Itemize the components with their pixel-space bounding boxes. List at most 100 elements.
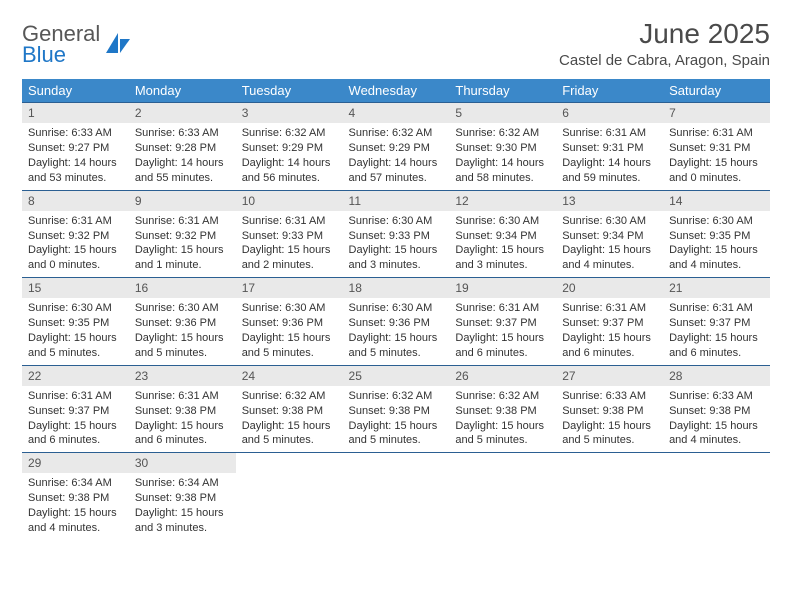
- weekday-header: Saturday: [663, 79, 770, 103]
- calendar-day: 7Sunrise: 6:31 AMSunset: 9:31 PMDaylight…: [663, 103, 770, 191]
- day-number: 11: [343, 191, 450, 211]
- page-title: June 2025: [559, 18, 770, 50]
- calendar-day: 29Sunrise: 6:34 AMSunset: 9:38 PMDayligh…: [22, 453, 129, 540]
- day-details: Sunrise: 6:33 AMSunset: 9:38 PMDaylight:…: [556, 386, 663, 452]
- calendar-day: 20Sunrise: 6:31 AMSunset: 9:37 PMDayligh…: [556, 278, 663, 366]
- day-details: Sunrise: 6:30 AMSunset: 9:34 PMDaylight:…: [449, 211, 556, 277]
- calendar-empty: [449, 453, 556, 540]
- day-details: Sunrise: 6:31 AMSunset: 9:31 PMDaylight:…: [556, 123, 663, 189]
- day-number: 23: [129, 366, 236, 386]
- calendar-day: 12Sunrise: 6:30 AMSunset: 9:34 PMDayligh…: [449, 190, 556, 278]
- calendar-day: 10Sunrise: 6:31 AMSunset: 9:33 PMDayligh…: [236, 190, 343, 278]
- day-number: 30: [129, 453, 236, 473]
- weekday-header: Friday: [556, 79, 663, 103]
- calendar-day: 2Sunrise: 6:33 AMSunset: 9:28 PMDaylight…: [129, 103, 236, 191]
- day-details: Sunrise: 6:30 AMSunset: 9:35 PMDaylight:…: [22, 298, 129, 364]
- day-details: Sunrise: 6:30 AMSunset: 9:34 PMDaylight:…: [556, 211, 663, 277]
- day-number: 19: [449, 278, 556, 298]
- day-details: Sunrise: 6:31 AMSunset: 9:37 PMDaylight:…: [449, 298, 556, 364]
- day-number: 24: [236, 366, 343, 386]
- day-details: Sunrise: 6:30 AMSunset: 9:36 PMDaylight:…: [236, 298, 343, 364]
- day-details: Sunrise: 6:30 AMSunset: 9:35 PMDaylight:…: [663, 211, 770, 277]
- day-details: Sunrise: 6:31 AMSunset: 9:33 PMDaylight:…: [236, 211, 343, 277]
- day-details: Sunrise: 6:31 AMSunset: 9:31 PMDaylight:…: [663, 123, 770, 189]
- day-number: 29: [22, 453, 129, 473]
- day-number: 22: [22, 366, 129, 386]
- calendar-day: 4Sunrise: 6:32 AMSunset: 9:29 PMDaylight…: [343, 103, 450, 191]
- day-details: Sunrise: 6:32 AMSunset: 9:29 PMDaylight:…: [236, 123, 343, 189]
- day-details: Sunrise: 6:32 AMSunset: 9:38 PMDaylight:…: [449, 386, 556, 452]
- day-number: 21: [663, 278, 770, 298]
- day-details: Sunrise: 6:33 AMSunset: 9:28 PMDaylight:…: [129, 123, 236, 189]
- day-details: Sunrise: 6:32 AMSunset: 9:38 PMDaylight:…: [236, 386, 343, 452]
- day-number: 25: [343, 366, 450, 386]
- day-details: Sunrise: 6:30 AMSunset: 9:36 PMDaylight:…: [129, 298, 236, 364]
- calendar-day: 21Sunrise: 6:31 AMSunset: 9:37 PMDayligh…: [663, 278, 770, 366]
- calendar-table: SundayMondayTuesdayWednesdayThursdayFrid…: [22, 79, 770, 540]
- day-details: Sunrise: 6:34 AMSunset: 9:38 PMDaylight:…: [129, 473, 236, 539]
- weekday-header: Wednesday: [343, 79, 450, 103]
- day-details: Sunrise: 6:33 AMSunset: 9:38 PMDaylight:…: [663, 386, 770, 452]
- day-details: Sunrise: 6:31 AMSunset: 9:37 PMDaylight:…: [663, 298, 770, 364]
- day-number: 1: [22, 103, 129, 123]
- day-number: 3: [236, 103, 343, 123]
- day-details: Sunrise: 6:31 AMSunset: 9:32 PMDaylight:…: [129, 211, 236, 277]
- calendar-day: 23Sunrise: 6:31 AMSunset: 9:38 PMDayligh…: [129, 365, 236, 453]
- calendar-day: 28Sunrise: 6:33 AMSunset: 9:38 PMDayligh…: [663, 365, 770, 453]
- calendar-day: 27Sunrise: 6:33 AMSunset: 9:38 PMDayligh…: [556, 365, 663, 453]
- calendar-empty: [343, 453, 450, 540]
- calendar-empty: [663, 453, 770, 540]
- day-number: 4: [343, 103, 450, 123]
- calendar-day: 5Sunrise: 6:32 AMSunset: 9:30 PMDaylight…: [449, 103, 556, 191]
- calendar-day: 25Sunrise: 6:32 AMSunset: 9:38 PMDayligh…: [343, 365, 450, 453]
- weekday-header: Sunday: [22, 79, 129, 103]
- calendar-day: 18Sunrise: 6:30 AMSunset: 9:36 PMDayligh…: [343, 278, 450, 366]
- day-number: 26: [449, 366, 556, 386]
- day-number: 9: [129, 191, 236, 211]
- day-number: 8: [22, 191, 129, 211]
- day-number: 20: [556, 278, 663, 298]
- day-details: Sunrise: 6:32 AMSunset: 9:38 PMDaylight:…: [343, 386, 450, 452]
- calendar-day: 19Sunrise: 6:31 AMSunset: 9:37 PMDayligh…: [449, 278, 556, 366]
- day-number: 13: [556, 191, 663, 211]
- day-details: Sunrise: 6:33 AMSunset: 9:27 PMDaylight:…: [22, 123, 129, 189]
- day-details: Sunrise: 6:31 AMSunset: 9:38 PMDaylight:…: [129, 386, 236, 452]
- day-number: 17: [236, 278, 343, 298]
- day-details: Sunrise: 6:32 AMSunset: 9:30 PMDaylight:…: [449, 123, 556, 189]
- day-details: Sunrise: 6:30 AMSunset: 9:33 PMDaylight:…: [343, 211, 450, 277]
- day-details: Sunrise: 6:30 AMSunset: 9:36 PMDaylight:…: [343, 298, 450, 364]
- brand-logo: General Blue: [22, 24, 132, 66]
- day-details: Sunrise: 6:34 AMSunset: 9:38 PMDaylight:…: [22, 473, 129, 539]
- calendar-day: 9Sunrise: 6:31 AMSunset: 9:32 PMDaylight…: [129, 190, 236, 278]
- day-number: 5: [449, 103, 556, 123]
- calendar-day: 30Sunrise: 6:34 AMSunset: 9:38 PMDayligh…: [129, 453, 236, 540]
- calendar-day: 22Sunrise: 6:31 AMSunset: 9:37 PMDayligh…: [22, 365, 129, 453]
- day-number: 2: [129, 103, 236, 123]
- day-number: 15: [22, 278, 129, 298]
- weekday-header: Tuesday: [236, 79, 343, 103]
- calendar-day: 17Sunrise: 6:30 AMSunset: 9:36 PMDayligh…: [236, 278, 343, 366]
- day-number: 18: [343, 278, 450, 298]
- calendar-day: 26Sunrise: 6:32 AMSunset: 9:38 PMDayligh…: [449, 365, 556, 453]
- sail-icon: [104, 31, 132, 59]
- calendar-day: 3Sunrise: 6:32 AMSunset: 9:29 PMDaylight…: [236, 103, 343, 191]
- brand-bottom: Blue: [22, 45, 100, 66]
- day-number: 27: [556, 366, 663, 386]
- calendar-day: 14Sunrise: 6:30 AMSunset: 9:35 PMDayligh…: [663, 190, 770, 278]
- day-details: Sunrise: 6:32 AMSunset: 9:29 PMDaylight:…: [343, 123, 450, 189]
- calendar-day: 24Sunrise: 6:32 AMSunset: 9:38 PMDayligh…: [236, 365, 343, 453]
- day-number: 6: [556, 103, 663, 123]
- calendar-day: 13Sunrise: 6:30 AMSunset: 9:34 PMDayligh…: [556, 190, 663, 278]
- calendar-day: 8Sunrise: 6:31 AMSunset: 9:32 PMDaylight…: [22, 190, 129, 278]
- day-number: 7: [663, 103, 770, 123]
- day-number: 28: [663, 366, 770, 386]
- calendar-day: 6Sunrise: 6:31 AMSunset: 9:31 PMDaylight…: [556, 103, 663, 191]
- day-number: 10: [236, 191, 343, 211]
- day-number: 14: [663, 191, 770, 211]
- calendar-empty: [556, 453, 663, 540]
- calendar-day: 15Sunrise: 6:30 AMSunset: 9:35 PMDayligh…: [22, 278, 129, 366]
- day-details: Sunrise: 6:31 AMSunset: 9:37 PMDaylight:…: [22, 386, 129, 452]
- calendar-day: 16Sunrise: 6:30 AMSunset: 9:36 PMDayligh…: [129, 278, 236, 366]
- calendar-day: 1Sunrise: 6:33 AMSunset: 9:27 PMDaylight…: [22, 103, 129, 191]
- day-details: Sunrise: 6:31 AMSunset: 9:32 PMDaylight:…: [22, 211, 129, 277]
